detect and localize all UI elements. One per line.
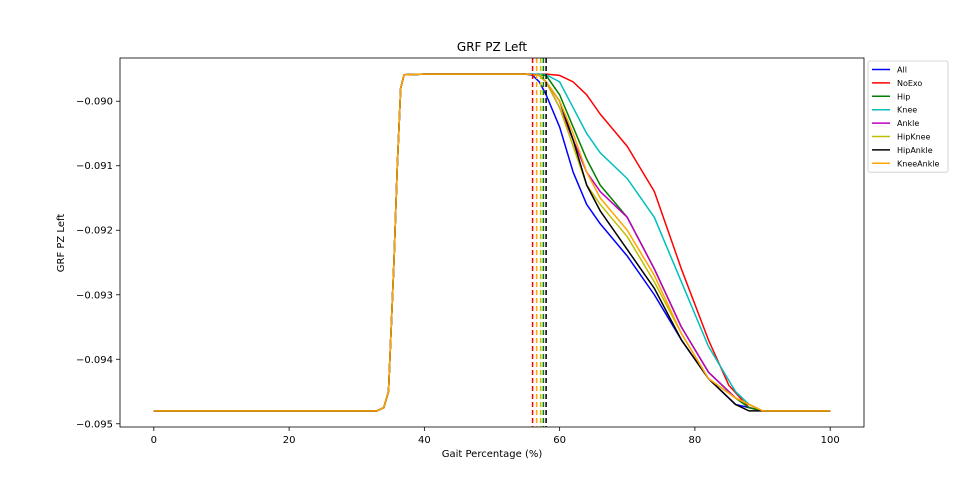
y-tick-label: −0.095 <box>76 419 113 430</box>
series-line-kneeankle <box>153 73 831 412</box>
legend: AllNoExoHipKneeAnkleHipKneeHipAnkleKneeA… <box>867 60 949 173</box>
y-axis: −0.095 −0.094 −0.093 −0.092 −0.091 −0.090 <box>76 97 120 430</box>
x-tick-label: 80 <box>689 435 702 446</box>
y-tick-label: −0.092 <box>76 226 113 237</box>
legend-item: NoExo <box>872 79 922 88</box>
series-line-ankle <box>153 73 831 412</box>
legend-label: HipKnee <box>897 133 931 142</box>
legend-item: HipAnkle <box>872 146 933 155</box>
legend-box <box>867 60 949 173</box>
legend-item: All <box>872 66 907 75</box>
x-tick-label: 0 <box>151 435 157 446</box>
x-axis-label: Gait Percentage (%) <box>442 449 543 460</box>
legend-item: Ankle <box>872 119 919 128</box>
plot-frame <box>119 57 865 428</box>
legend-label: Hip <box>897 92 910 101</box>
legend-label: Knee <box>897 106 917 115</box>
y-tick-label: −0.094 <box>76 355 113 366</box>
legend-item: Knee <box>872 106 917 115</box>
y-axis-label: GRF PZ Left <box>56 214 67 273</box>
series-line-hip <box>153 73 831 412</box>
legend-item: HipKnee <box>872 133 931 142</box>
legend-label: Ankle <box>897 119 919 128</box>
y-tick-label: −0.091 <box>76 161 113 172</box>
series-line-hipankle <box>153 73 831 412</box>
series-lines <box>153 73 831 412</box>
series-line-all <box>153 73 831 412</box>
y-tick-label: −0.093 <box>76 290 113 301</box>
legend-label: NoExo <box>897 79 922 88</box>
x-tick-label: 40 <box>418 435 431 446</box>
series-line-hipknee <box>153 73 831 412</box>
x-axis: 0 20 40 60 80 100 <box>151 427 840 446</box>
series-line-knee <box>153 73 831 412</box>
chart-title: GRF PZ Left <box>457 40 527 54</box>
legend-label: All <box>897 66 907 75</box>
legend-label: HipAnkle <box>897 146 933 155</box>
x-tick-label: 20 <box>283 435 296 446</box>
series-line-noexo <box>153 73 831 412</box>
x-tick-label: 60 <box>553 435 566 446</box>
y-tick-label: −0.090 <box>76 97 113 108</box>
x-tick-label: 100 <box>821 435 840 446</box>
legend-label: KneeAnkle <box>897 159 940 168</box>
plot-area <box>119 57 865 428</box>
legend-item: Hip <box>872 92 910 101</box>
legend-item: KneeAnkle <box>872 159 940 168</box>
